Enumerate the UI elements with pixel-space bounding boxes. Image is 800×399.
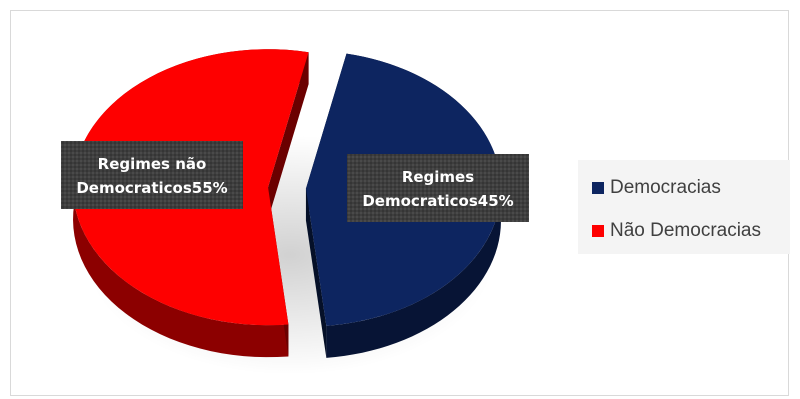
data-label-line2-nao-democracias: Democraticos55% [76,179,227,197]
legend-item-nao-democracias: Não Democracias [592,220,761,242]
data-label-democracias: Regimes Democraticos45% [347,154,529,222]
slice-cut-democracias-1 [305,188,327,358]
legend-label-nao-democracias: Não Democracias [610,220,761,241]
legend-item-democracias: Democracias [592,177,721,199]
slice-cut-nao-democracias-1 [268,52,309,220]
legend: Democracias Não Democracias [578,160,790,254]
data-label-line2-democracias: Democraticos45% [362,192,513,210]
data-label-nao-democracias: Regimes não Democraticos55% [61,141,243,209]
data-label-line1-nao-democracias: Regimes não [98,155,207,173]
legend-swatch-nao-democracias [592,225,604,237]
legend-label-democracias: Democracias [610,177,721,198]
legend-swatch-democracias [592,182,604,194]
data-label-line1-democracias: Regimes [402,168,474,186]
data-label-box-nao-democracias [61,141,243,209]
data-label-box-democracias [347,154,529,222]
